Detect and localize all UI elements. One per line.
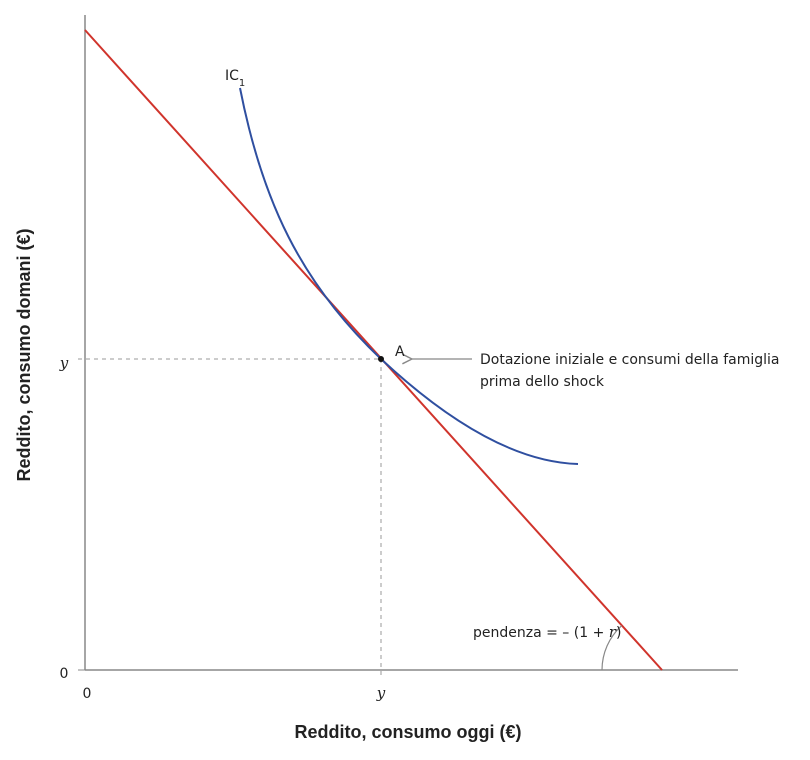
x-title: Reddito, consumo oggi (€): [295, 722, 522, 742]
point-label: A: [395, 344, 405, 360]
point-a: [378, 356, 384, 362]
origin-y: 0: [60, 666, 69, 682]
budget-line: [84, 29, 663, 671]
origin-x: 0: [83, 686, 92, 702]
slope-arc: [601, 625, 623, 671]
slope-suffix: ): [616, 625, 621, 641]
y-mark: y: [59, 354, 69, 372]
note-text: Dotazione iniziale e consumi della famig…: [480, 352, 780, 368]
indifference-curve: [239, 87, 579, 465]
curve-label: IC1: [225, 68, 245, 89]
curve-label-main: IC: [225, 68, 239, 84]
slope-label: pendenza = – (1 + r): [473, 623, 621, 641]
y-title: Reddito, consumo domani (€): [14, 228, 34, 481]
curve-label-sub: 1: [239, 78, 245, 89]
note-text: prima dello shock: [480, 374, 605, 390]
slope-prefix: pendenza = – (1 +: [473, 625, 609, 641]
x-mark: y: [376, 684, 386, 702]
slope-variable: r: [609, 623, 617, 641]
